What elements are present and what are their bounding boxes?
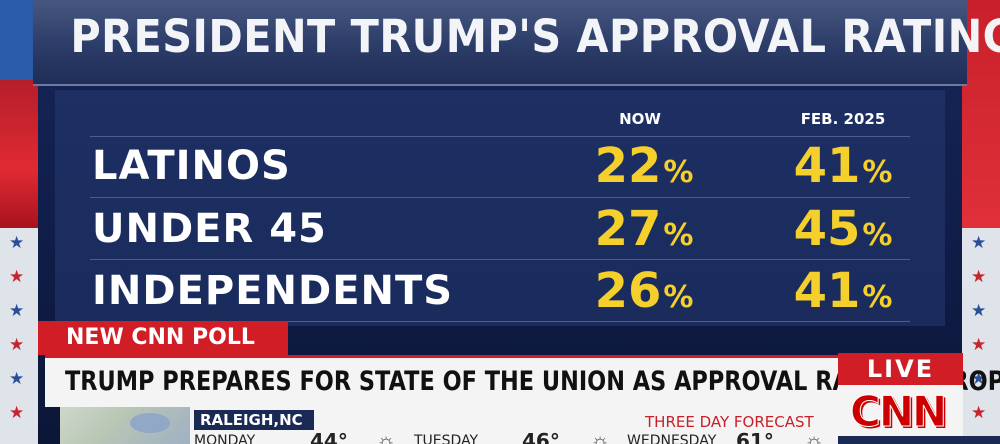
value-latinos-feb: 41% xyxy=(793,138,893,194)
live-badge: LIVE xyxy=(838,353,963,385)
star-icon: ★ xyxy=(971,267,987,286)
approval-panel xyxy=(55,90,945,326)
value-independents-feb: 41% xyxy=(793,263,893,319)
star-icon: ★ xyxy=(971,403,987,422)
left-flag-decoration: ★ ★ ★ ★ ★ ★ xyxy=(0,0,38,444)
star-icon: ★ xyxy=(971,335,987,354)
radar-map-thumbnail xyxy=(60,407,190,444)
star-icon: ★ xyxy=(9,403,25,422)
time-strip xyxy=(838,436,1000,444)
star-icon: ★ xyxy=(9,335,25,354)
star-icon: ★ xyxy=(971,301,987,320)
weather-strip: RALEIGH,NC THREE DAY FORECAST MONDAY 44°… xyxy=(60,407,838,444)
row-label-under-45: UNDER 45 xyxy=(92,206,327,252)
title-bar: PRESIDENT TRUMP'S APPROVAL RATING xyxy=(33,0,1000,86)
column-header-now: NOW xyxy=(619,110,661,128)
star-icon: ★ xyxy=(971,233,987,252)
forecast-day: MONDAY xyxy=(194,433,256,444)
value-under-45-now: 27% xyxy=(594,201,694,257)
row-divider xyxy=(90,259,910,260)
forecast-temp: 44° xyxy=(310,429,348,444)
star-icon: ★ xyxy=(9,369,25,388)
headline-bar: TRUMP PREPARES FOR STATE OF THE UNION AS… xyxy=(45,355,1000,407)
forecast-day: WEDNESDAY xyxy=(627,433,717,444)
forecast-day: TUESDAY xyxy=(414,433,479,444)
sun-icon: ☼ xyxy=(804,428,825,444)
poll-tag: NEW CNN POLL xyxy=(38,321,288,355)
row-label-independents: INDEPENDENTS xyxy=(92,268,454,314)
row-divider xyxy=(90,136,910,137)
row-divider xyxy=(90,321,910,322)
star-icon: ★ xyxy=(9,233,25,252)
row-label-latinos: LATINOS xyxy=(92,143,291,189)
logo-box: CNN xyxy=(838,385,963,444)
column-header-feb: FEB. 2025 xyxy=(800,110,886,128)
sun-icon: ☼ xyxy=(590,428,611,444)
cnn-logo: CNN xyxy=(849,387,947,437)
star-icon: ★ xyxy=(9,267,25,286)
page-title: PRESIDENT TRUMP'S APPROVAL RATING xyxy=(70,10,1000,63)
value-independents-now: 26% xyxy=(594,263,694,319)
weather-city: RALEIGH,NC xyxy=(194,410,314,430)
forecast-temp: 61° xyxy=(736,429,774,444)
value-under-45-feb: 45% xyxy=(793,201,893,257)
row-divider xyxy=(90,197,910,198)
star-icon: ★ xyxy=(9,301,25,320)
right-flag-decoration: ★ ★ ★ ★ ★ ★ xyxy=(962,0,1000,444)
sun-icon: ☼ xyxy=(376,428,397,444)
value-latinos-now: 22% xyxy=(594,138,694,194)
forecast-temp: 46° xyxy=(522,429,560,444)
star-icon: ★ xyxy=(971,369,987,388)
forecast-label: THREE DAY FORECAST xyxy=(645,413,814,431)
